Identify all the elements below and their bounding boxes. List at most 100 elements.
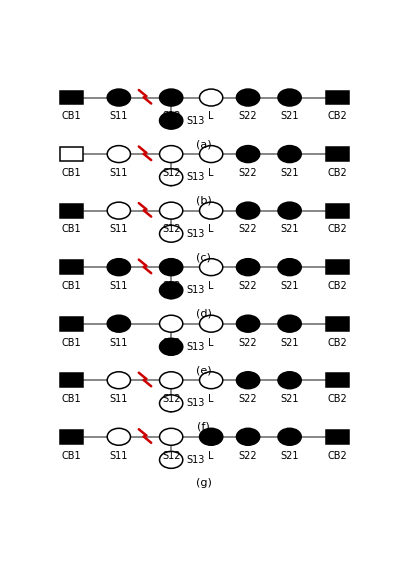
Bar: [60, 204, 83, 217]
Ellipse shape: [278, 372, 301, 389]
Ellipse shape: [278, 315, 301, 332]
Text: S11: S11: [110, 281, 128, 291]
Text: (c): (c): [196, 252, 211, 262]
Text: S22: S22: [239, 337, 257, 348]
Text: S21: S21: [280, 112, 299, 121]
Bar: [326, 373, 349, 387]
Text: S12: S12: [162, 225, 180, 234]
Text: S12: S12: [162, 281, 180, 291]
Text: S21: S21: [280, 337, 299, 348]
Text: S11: S11: [110, 112, 128, 121]
Ellipse shape: [237, 202, 260, 219]
Text: S12: S12: [162, 337, 180, 348]
Ellipse shape: [160, 451, 183, 468]
Ellipse shape: [160, 372, 183, 389]
Text: (a): (a): [196, 139, 211, 149]
Bar: [60, 260, 83, 274]
Text: S11: S11: [110, 168, 128, 178]
Ellipse shape: [160, 395, 183, 412]
Text: S11: S11: [110, 394, 128, 404]
Text: L: L: [208, 451, 214, 461]
Text: S22: S22: [239, 225, 257, 234]
Text: S11: S11: [110, 225, 128, 234]
Bar: [60, 90, 83, 105]
Text: CB1: CB1: [62, 451, 81, 461]
Bar: [326, 204, 349, 217]
Ellipse shape: [200, 146, 223, 163]
Ellipse shape: [160, 259, 183, 275]
Bar: [326, 147, 349, 161]
Text: CB1: CB1: [62, 281, 81, 291]
Text: L: L: [208, 337, 214, 348]
Text: CB1: CB1: [62, 168, 81, 178]
Text: S13: S13: [187, 229, 205, 239]
Ellipse shape: [278, 428, 301, 446]
Bar: [60, 373, 83, 387]
Text: S13: S13: [187, 172, 205, 182]
Text: CB1: CB1: [62, 225, 81, 234]
Ellipse shape: [107, 315, 131, 332]
Text: CB1: CB1: [62, 337, 81, 348]
Bar: [60, 147, 83, 161]
Ellipse shape: [107, 259, 131, 275]
Text: S13: S13: [187, 116, 205, 126]
Ellipse shape: [237, 146, 260, 163]
Text: S21: S21: [280, 225, 299, 234]
Text: S22: S22: [239, 168, 257, 178]
Ellipse shape: [160, 202, 183, 219]
Text: S21: S21: [280, 451, 299, 461]
Ellipse shape: [200, 89, 223, 106]
Bar: [60, 317, 83, 331]
Ellipse shape: [160, 428, 183, 446]
Text: S21: S21: [280, 394, 299, 404]
Text: S13: S13: [187, 455, 205, 465]
Ellipse shape: [278, 146, 301, 163]
Text: CB1: CB1: [62, 394, 81, 404]
Ellipse shape: [237, 428, 260, 446]
Text: CB2: CB2: [328, 451, 347, 461]
Ellipse shape: [237, 89, 260, 106]
Ellipse shape: [160, 112, 183, 129]
Text: S11: S11: [110, 337, 128, 348]
Text: CB2: CB2: [328, 281, 347, 291]
Ellipse shape: [160, 282, 183, 299]
Ellipse shape: [107, 89, 131, 106]
Ellipse shape: [237, 372, 260, 389]
Text: CB2: CB2: [328, 168, 347, 178]
Ellipse shape: [160, 146, 183, 163]
Text: CB2: CB2: [328, 394, 347, 404]
Bar: [60, 430, 83, 444]
Bar: [326, 430, 349, 444]
Text: S22: S22: [239, 451, 257, 461]
Text: S11: S11: [110, 451, 128, 461]
Ellipse shape: [107, 372, 131, 389]
Text: S22: S22: [239, 281, 257, 291]
Text: S22: S22: [239, 394, 257, 404]
Text: S21: S21: [280, 168, 299, 178]
Text: (e): (e): [196, 365, 211, 376]
Bar: [326, 317, 349, 331]
Text: S22: S22: [239, 112, 257, 121]
Text: L: L: [208, 112, 214, 121]
Bar: [326, 260, 349, 274]
Ellipse shape: [107, 202, 131, 219]
Text: S13: S13: [187, 398, 205, 409]
Text: S12: S12: [162, 112, 180, 121]
Text: CB2: CB2: [328, 225, 347, 234]
Ellipse shape: [160, 225, 183, 242]
Text: S13: S13: [187, 285, 205, 295]
Text: S13: S13: [187, 342, 205, 352]
Text: CB2: CB2: [328, 337, 347, 348]
Text: (f): (f): [197, 422, 210, 432]
Ellipse shape: [200, 428, 223, 446]
Text: L: L: [208, 394, 214, 404]
Ellipse shape: [160, 315, 183, 332]
Ellipse shape: [278, 259, 301, 275]
Text: (b): (b): [196, 196, 211, 205]
Text: L: L: [208, 225, 214, 234]
Text: (d): (d): [196, 309, 211, 319]
Text: L: L: [208, 168, 214, 178]
Text: S12: S12: [162, 394, 180, 404]
Text: S12: S12: [162, 451, 180, 461]
Ellipse shape: [200, 202, 223, 219]
